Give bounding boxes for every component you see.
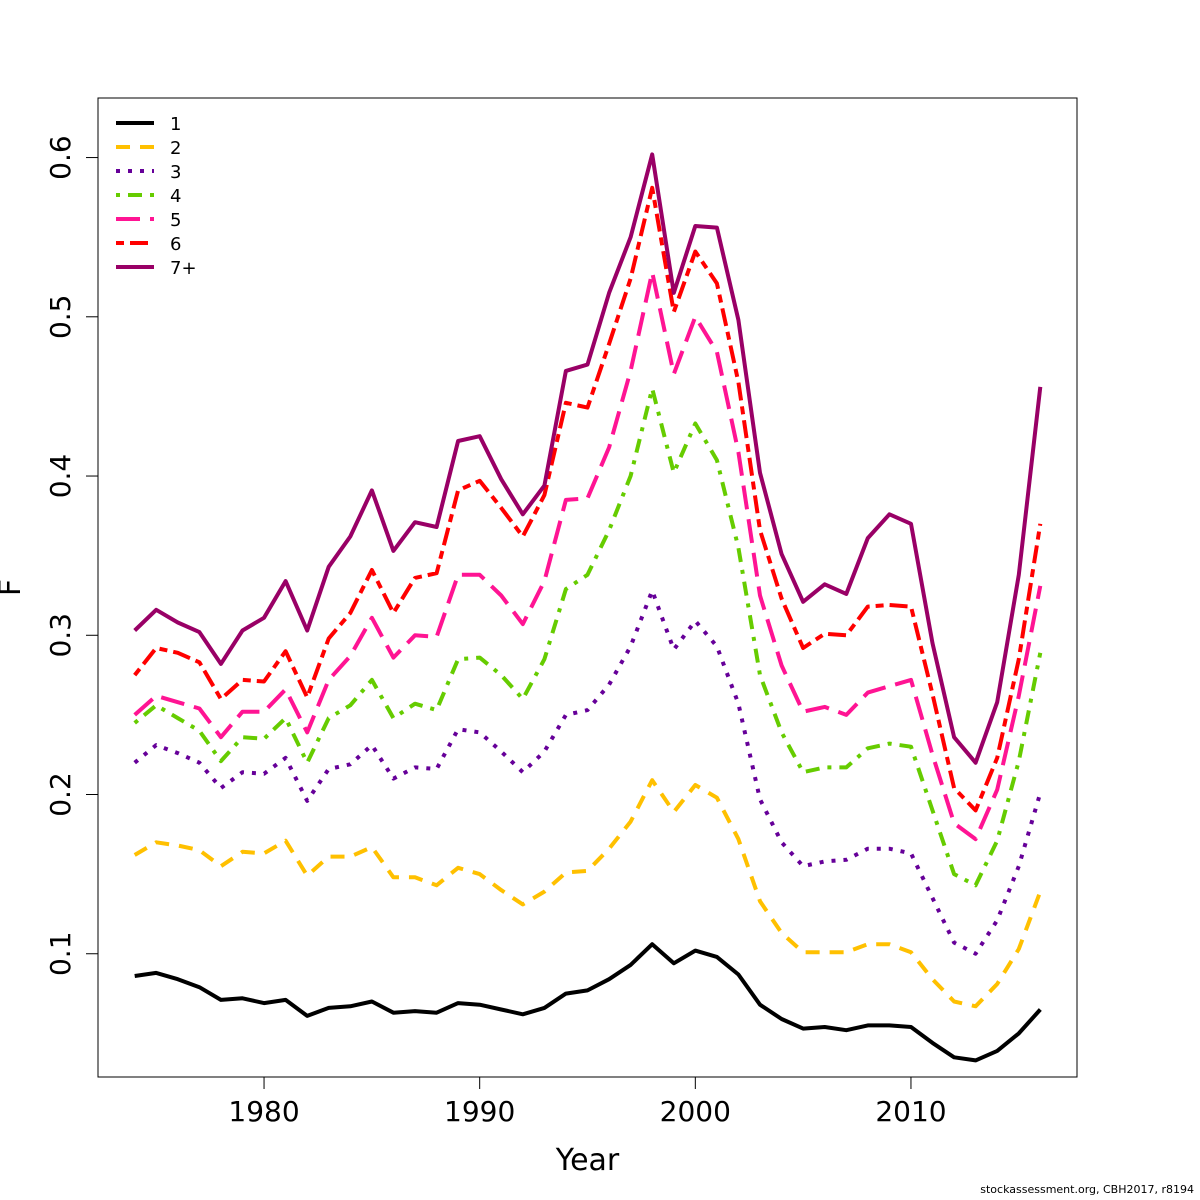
y-tick-label: 0.1 (44, 931, 77, 976)
y-axis: 0.1 0.2 0.3 0.4 0.5 0.6 (44, 135, 99, 976)
plot-frame (97, 97, 1078, 1078)
credit-text: stockassessment.org, CBH2017, r8194 (980, 1183, 1194, 1196)
series-lines (133, 152, 1043, 1063)
series-line-3 (133, 588, 1043, 956)
x-tick-label: 2010 (875, 1095, 946, 1128)
x-axis-title: Year (555, 1143, 620, 1178)
y-tick-label: 0.6 (44, 135, 77, 180)
series-line-5 (133, 270, 1043, 842)
legend-label: 2 (170, 138, 181, 159)
legend-label: 3 (170, 162, 181, 183)
legend-label: 7+ (170, 258, 197, 279)
x-tick-label: 1990 (444, 1095, 515, 1128)
y-tick-label: 0.2 (44, 772, 77, 817)
y-tick-label: 0.3 (44, 613, 77, 658)
y-tick-label: 0.4 (44, 454, 77, 499)
series-line-4 (133, 386, 1043, 888)
legend-label: 6 (170, 234, 181, 255)
series-line-6 (133, 185, 1043, 813)
y-axis-title: F (0, 579, 28, 596)
series-line-7plus (133, 152, 1043, 765)
x-axis: 1980 1990 2000 2010 (228, 1076, 947, 1128)
y-tick-label: 0.5 (44, 295, 77, 340)
legend-label: 5 (170, 210, 181, 231)
series-line-1 (134, 942, 1042, 1063)
x-tick-label: 1980 (228, 1095, 299, 1128)
series-line-2 (133, 778, 1043, 1009)
x-tick-label: 2000 (660, 1095, 731, 1128)
legend: 1 2 3 4 5 6 7+ (116, 114, 197, 279)
legend-label: 1 (170, 114, 181, 135)
legend-label: 4 (170, 186, 181, 207)
